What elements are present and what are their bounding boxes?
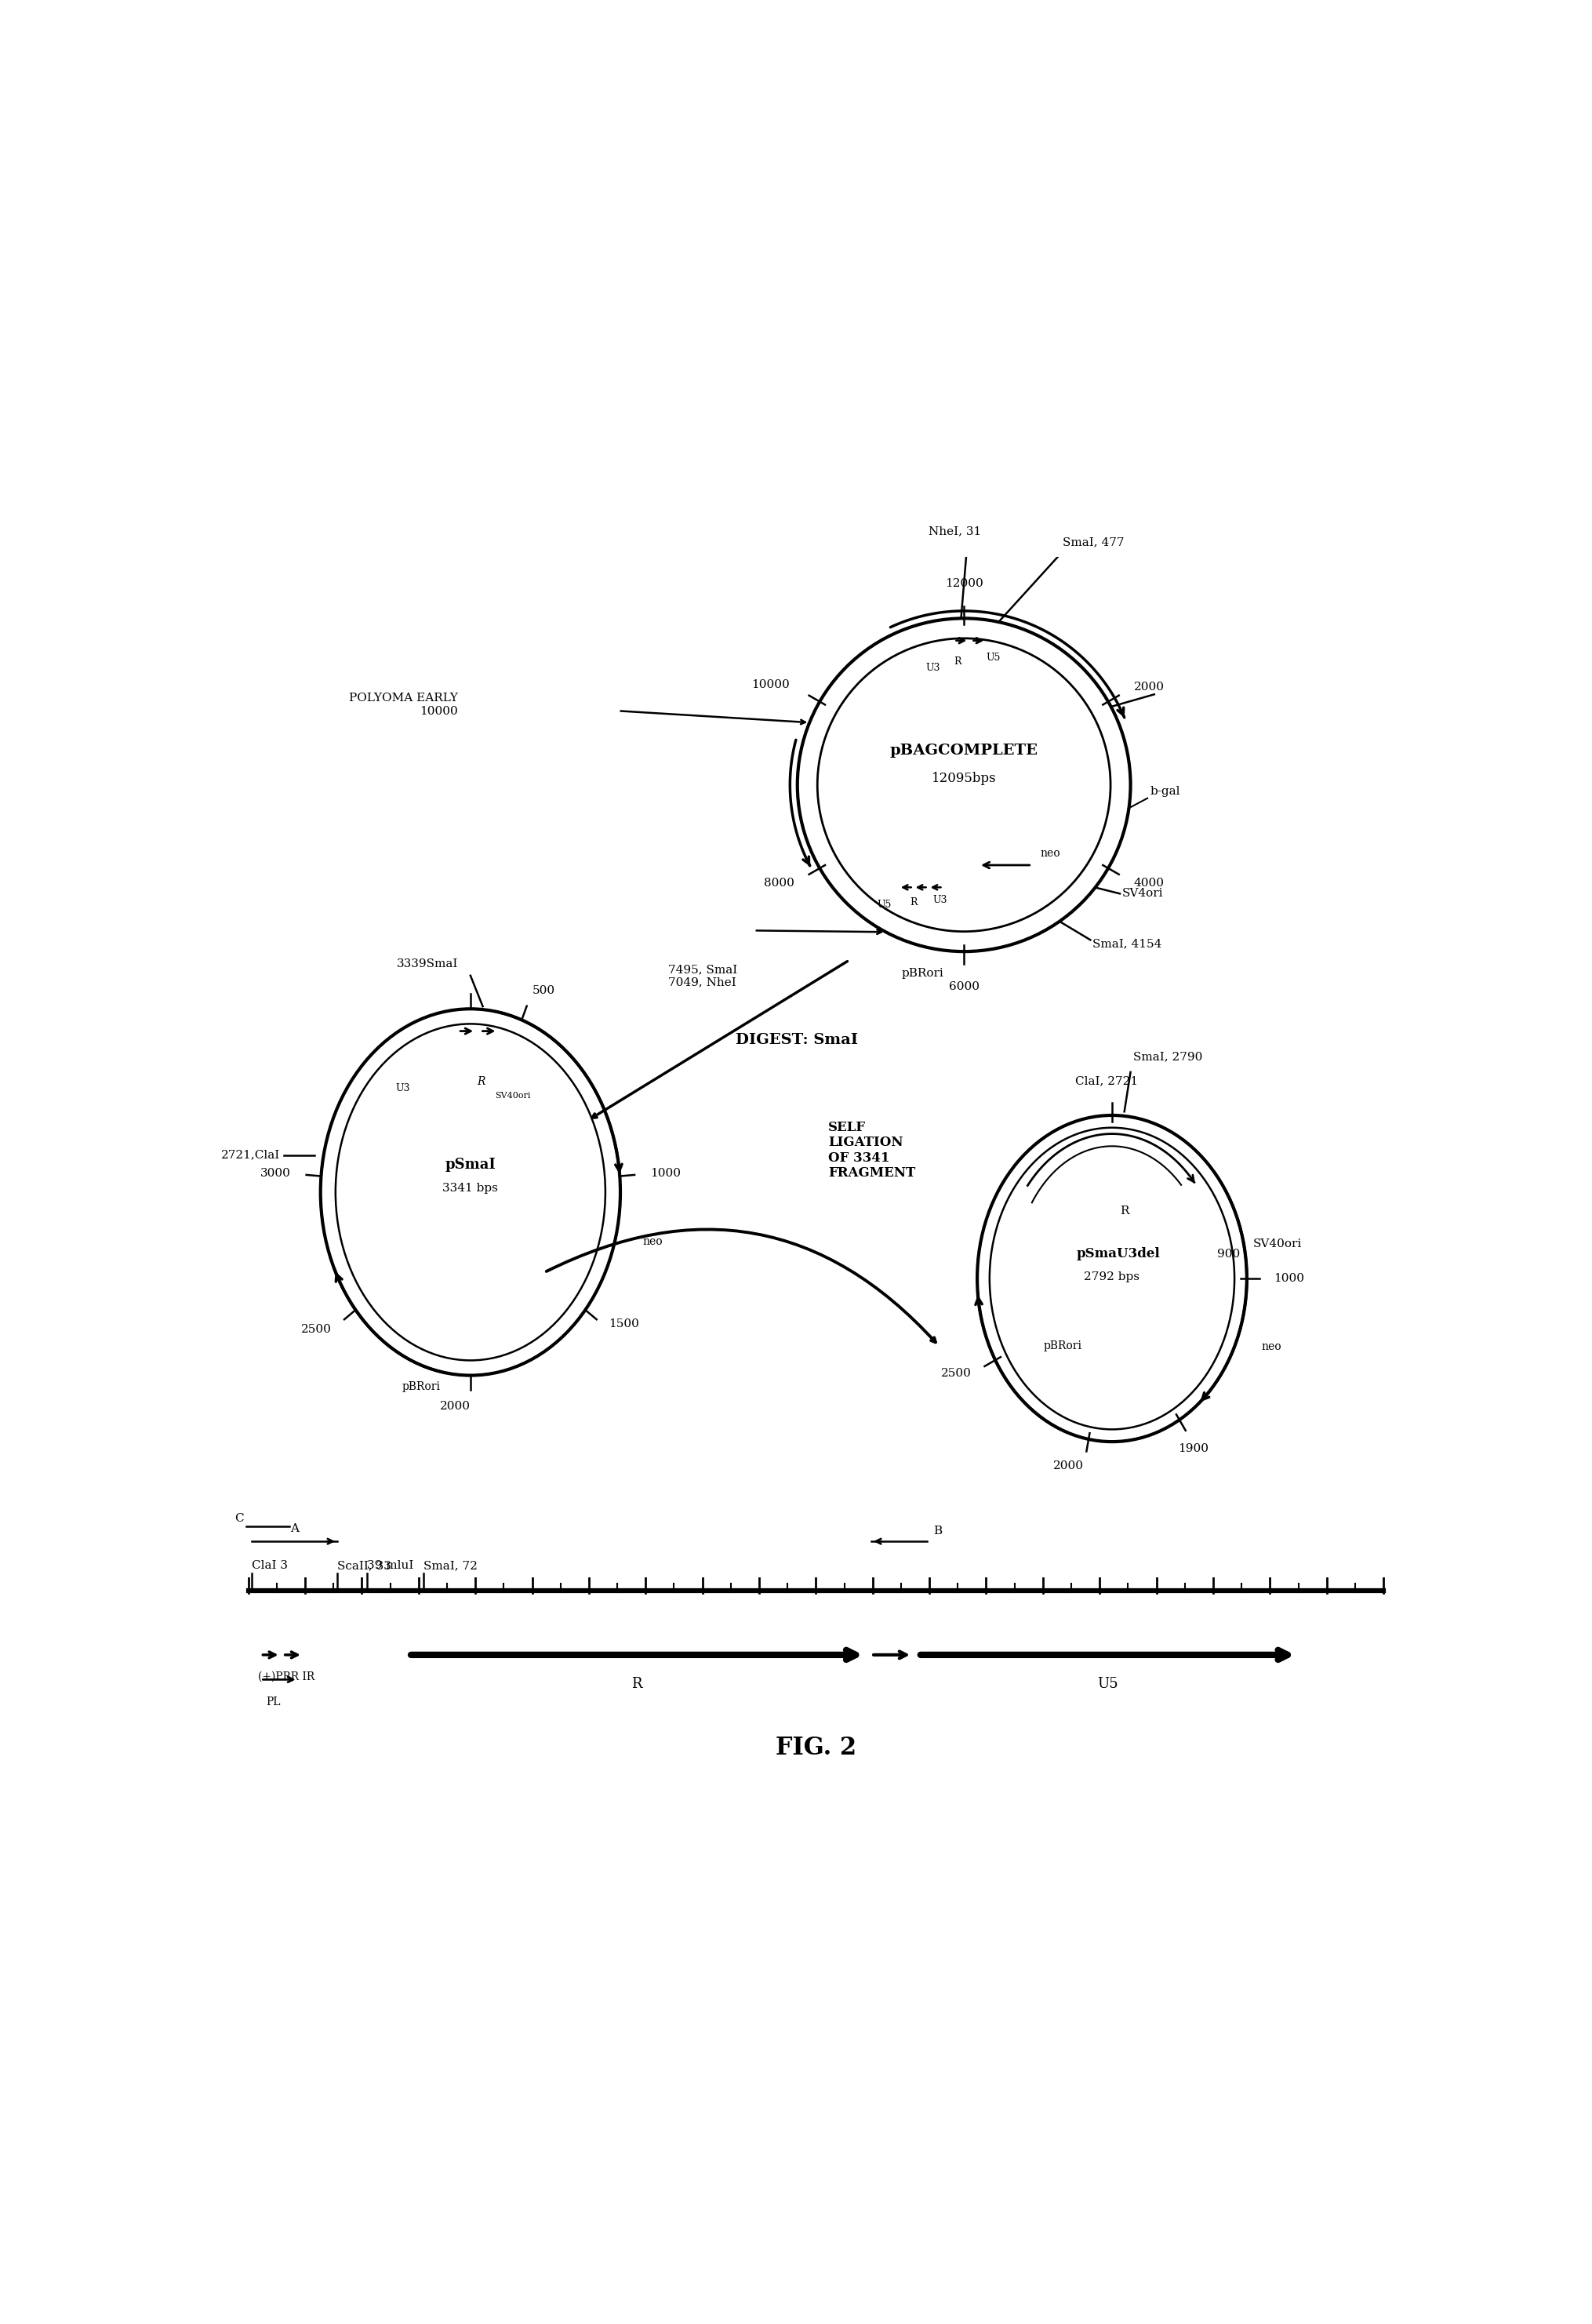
Text: ClaI 3: ClaI 3 <box>252 1559 288 1571</box>
Text: R: R <box>632 1678 642 1692</box>
Text: B: B <box>933 1525 942 1536</box>
Text: 4000: 4000 <box>1134 878 1164 888</box>
Text: (+)PBR IR: (+)PBR IR <box>258 1671 315 1683</box>
Text: FIG. 2: FIG. 2 <box>775 1736 856 1759</box>
Text: 7495, SmaI
7049, NheI: 7495, SmaI 7049, NheI <box>669 964 737 988</box>
Text: R: R <box>476 1076 486 1088</box>
Text: SmaI, 4154: SmaI, 4154 <box>1092 939 1162 948</box>
Text: 2000: 2000 <box>1054 1459 1084 1471</box>
Text: neo: neo <box>1261 1341 1282 1353</box>
Text: neo: neo <box>1041 848 1060 860</box>
Text: 1000: 1000 <box>1274 1274 1304 1283</box>
Text: 2000: 2000 <box>1134 681 1164 693</box>
Text: U5: U5 <box>1097 1678 1118 1692</box>
Text: SV40ori: SV40ori <box>1253 1239 1302 1250</box>
Text: U5: U5 <box>877 899 892 909</box>
Text: pSmaI: pSmaI <box>446 1157 495 1171</box>
Text: 1000: 1000 <box>651 1169 681 1178</box>
Text: POLYOMA EARLY
10000: POLYOMA EARLY 10000 <box>349 693 458 716</box>
Text: ScaII, 33: ScaII, 33 <box>338 1559 392 1571</box>
Text: 2792 bps: 2792 bps <box>1084 1271 1140 1283</box>
Text: 2000: 2000 <box>439 1401 471 1411</box>
Text: b-gal: b-gal <box>1149 786 1180 797</box>
Text: 900: 900 <box>1216 1248 1240 1260</box>
Text: R: R <box>954 655 962 667</box>
Text: 500: 500 <box>532 985 556 997</box>
Text: SmaI, 477: SmaI, 477 <box>1063 537 1124 548</box>
Text: U3: U3 <box>927 662 941 672</box>
Text: NheI, 31: NheI, 31 <box>928 525 981 537</box>
Text: SV40ori: SV40ori <box>495 1092 530 1099</box>
Text: U3: U3 <box>395 1083 409 1092</box>
Text: U5: U5 <box>985 653 1001 662</box>
Text: 1500: 1500 <box>608 1318 640 1329</box>
Text: R: R <box>1119 1206 1129 1218</box>
Text: A: A <box>290 1522 299 1534</box>
Text: C: C <box>234 1513 244 1525</box>
Text: pBRori: pBRori <box>401 1380 441 1392</box>
Text: 3000: 3000 <box>259 1169 290 1178</box>
Text: SmaI, 2790: SmaI, 2790 <box>1134 1050 1202 1062</box>
Text: pBAGCOMPLETE: pBAGCOMPLETE <box>890 744 1038 758</box>
Text: PL: PL <box>266 1697 280 1708</box>
Text: 6000: 6000 <box>949 981 979 992</box>
Text: 3339SmaI: 3339SmaI <box>396 957 458 969</box>
Text: DIGEST: SmaI: DIGEST: SmaI <box>736 1034 858 1048</box>
Text: SELF
LIGATION
OF 3341
FRAGMENT: SELF LIGATION OF 3341 FRAGMENT <box>828 1120 915 1181</box>
Text: 12000: 12000 <box>944 579 984 588</box>
Text: 2721,ClaI: 2721,ClaI <box>221 1150 280 1160</box>
Text: 39 mluI: 39 mluI <box>366 1559 414 1571</box>
Text: 2500: 2500 <box>941 1369 971 1378</box>
Text: U3: U3 <box>933 895 947 904</box>
Text: 2500: 2500 <box>301 1325 333 1336</box>
Text: 12095bps: 12095bps <box>931 772 997 786</box>
Text: 3341 bps: 3341 bps <box>443 1183 498 1195</box>
Text: neo: neo <box>643 1236 662 1248</box>
Text: pSmaU3del: pSmaU3del <box>1076 1248 1161 1260</box>
Text: ClaI, 2721: ClaI, 2721 <box>1075 1076 1138 1088</box>
Text: pBRori: pBRori <box>1043 1341 1083 1350</box>
Text: R: R <box>909 897 917 906</box>
Text: 1900: 1900 <box>1178 1443 1208 1455</box>
Text: pBRori: pBRori <box>901 969 944 978</box>
Text: SmaI, 72: SmaI, 72 <box>423 1559 478 1571</box>
Text: 10000: 10000 <box>751 679 790 690</box>
Text: SV4ori: SV4ori <box>1122 888 1164 899</box>
Text: 8000: 8000 <box>764 878 794 888</box>
